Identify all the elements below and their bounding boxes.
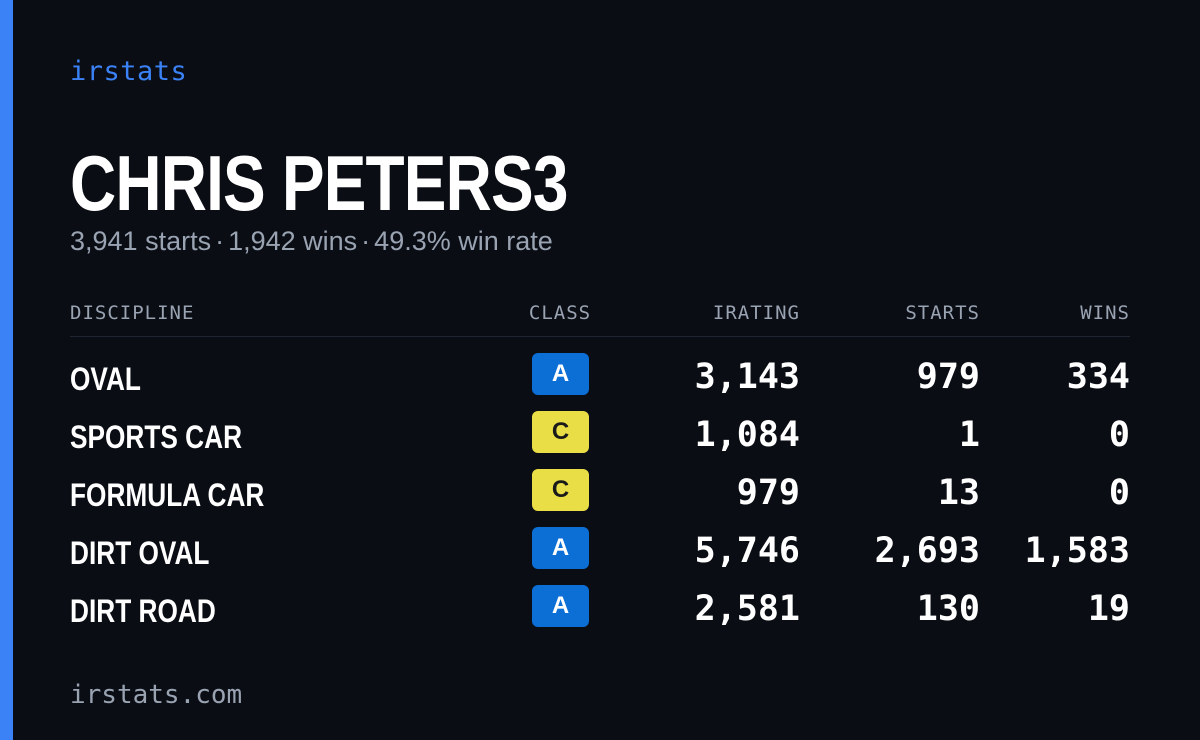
footer-url: irstats.com (70, 680, 243, 710)
class-badge: A (532, 527, 589, 569)
driver-summary: 3,941 starts · 1,942 wins · 49.3% win rate (70, 226, 553, 257)
wins-value: 1,583 (1024, 531, 1130, 571)
discipline-name: SPORTS CAR (70, 419, 243, 455)
starts-value: 2,693 (874, 531, 980, 571)
summary-separator: · (361, 226, 371, 256)
table-row: SPORTS CAR C 1,084 1 0 (70, 411, 1130, 469)
starts-value: 130 (916, 589, 980, 629)
irating-value: 2,581 (694, 589, 800, 629)
wins-value: 0 (1108, 415, 1130, 455)
column-header-discipline: DISCIPLINE (70, 302, 195, 324)
starts-value: 1 (958, 415, 980, 455)
table-row: OVAL A 3,143 979 334 (70, 353, 1130, 411)
discipline-table: DISCIPLINE CLASS IRATING STARTS WINS OVA… (70, 298, 1130, 643)
discipline-name: OVAL (70, 361, 141, 397)
summary-separator: · (215, 226, 225, 256)
column-header-irating: IRATING (712, 302, 800, 324)
starts-value: 979 (916, 357, 980, 397)
irating-value: 3,143 (694, 357, 800, 397)
table-body: OVAL A 3,143 979 334 SPORTS CAR C 1,084 … (70, 353, 1130, 643)
table-row: FORMULA CAR C 979 13 0 (70, 469, 1130, 527)
discipline-name: DIRT ROAD (70, 593, 216, 629)
table-row: DIRT ROAD A 2,581 130 19 (70, 585, 1130, 643)
irating-value: 5,746 (694, 531, 800, 571)
summary-wins: 1,942 wins (228, 226, 358, 256)
class-badge: C (532, 469, 589, 511)
wins-value: 334 (1066, 357, 1130, 397)
class-badge: A (532, 585, 589, 627)
irating-value: 979 (736, 473, 800, 513)
class-badge: A (532, 353, 589, 395)
brand-logo-text: irstats (70, 56, 188, 87)
column-header-starts: STARTS (905, 302, 980, 324)
class-badge: C (532, 411, 589, 453)
column-header-class: CLASS (528, 302, 592, 324)
irating-value: 1,084 (694, 415, 800, 455)
accent-bar (0, 0, 13, 740)
discipline-name: DIRT OVAL (70, 535, 210, 571)
wins-value: 0 (1108, 473, 1130, 513)
wins-value: 19 (1087, 589, 1130, 629)
discipline-name: FORMULA CAR (70, 477, 265, 513)
table-header: DISCIPLINE CLASS IRATING STARTS WINS (70, 298, 1130, 337)
table-row: DIRT OVAL A 5,746 2,693 1,583 (70, 527, 1130, 585)
starts-value: 13 (937, 473, 980, 513)
driver-name: CHRIS PETERS3 (70, 139, 568, 227)
summary-win-rate: 49.3% win rate (374, 226, 553, 256)
column-header-wins: WINS (1080, 302, 1130, 324)
summary-starts: 3,941 starts (70, 226, 212, 256)
